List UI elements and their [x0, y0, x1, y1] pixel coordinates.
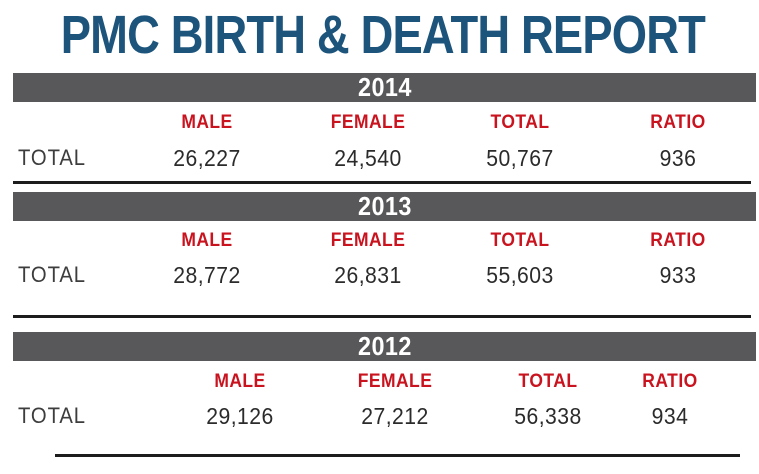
- divider-line: [13, 181, 751, 184]
- value-female: 27,212: [361, 403, 429, 429]
- column-header-female: FEMALE: [330, 230, 406, 251]
- column-header-female: FEMALE: [330, 112, 406, 133]
- column-header-total: TOTAL: [490, 112, 550, 133]
- year-label-2012: 2012: [357, 331, 412, 361]
- column-header-ratio: RATIO: [650, 230, 706, 251]
- row-label: TOTAL: [18, 403, 86, 428]
- value-female: 26,831: [334, 262, 402, 288]
- bottom-border-line: [55, 454, 740, 457]
- value-male: 28,772: [173, 262, 241, 288]
- year-label-2014: 2014: [357, 72, 412, 102]
- value-ratio: 934: [651, 403, 689, 429]
- value-male: 29,126: [206, 403, 274, 429]
- year-label-2013: 2013: [357, 191, 412, 221]
- year-bar-2013: 2013: [13, 191, 756, 221]
- page-title: PMC BIRTH & DEATH REPORT: [60, 5, 706, 65]
- value-total: 55,603: [486, 262, 554, 288]
- column-header-ratio: RATIO: [642, 371, 698, 392]
- column-header-ratio: RATIO: [650, 112, 706, 133]
- column-header-female: FEMALE: [357, 371, 433, 392]
- divider-line: [13, 315, 751, 318]
- value-female: 24,540: [334, 145, 402, 171]
- column-header-male: MALE: [181, 112, 233, 133]
- value-male: 26,227: [173, 145, 241, 171]
- year-bar-2014: 2014: [13, 72, 756, 102]
- value-total: 50,767: [486, 145, 554, 171]
- column-header-male: MALE: [181, 230, 233, 251]
- value-total: 56,338: [514, 403, 582, 429]
- year-bar-2012: 2012: [13, 331, 756, 361]
- row-label: TOTAL: [18, 145, 86, 170]
- value-ratio: 936: [659, 145, 697, 171]
- row-label: TOTAL: [18, 262, 86, 287]
- column-header-total: TOTAL: [490, 230, 550, 251]
- value-ratio: 933: [659, 262, 697, 288]
- column-header-total: TOTAL: [518, 371, 578, 392]
- column-header-male: MALE: [214, 371, 266, 392]
